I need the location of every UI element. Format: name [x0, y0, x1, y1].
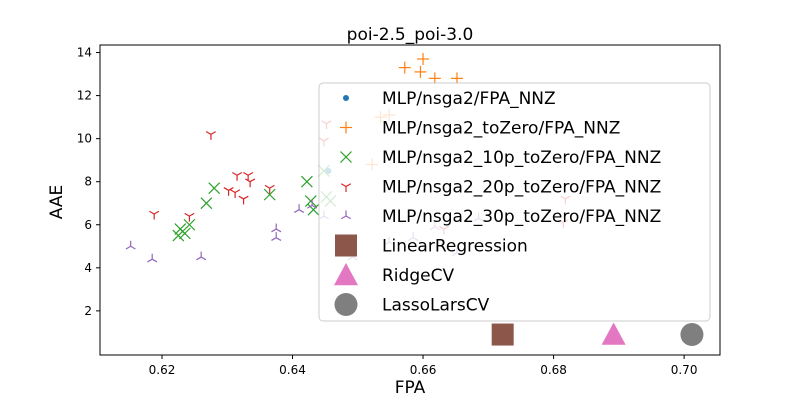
legend-marker [343, 95, 349, 101]
axes: 0.62 0.64 0.66 0.68 0.70 2 4 6 8 10 12 14 [77, 44, 721, 377]
y-tick-label: 6 [84, 218, 92, 232]
data-point [450, 72, 463, 85]
data-point [264, 184, 275, 194]
data-point [196, 251, 207, 261]
data-point [178, 227, 191, 240]
data-point [205, 131, 217, 140]
data-point [601, 322, 626, 345]
legend-marker [335, 234, 357, 257]
series-5 [491, 323, 514, 346]
data-point [243, 171, 254, 181]
y-tick-label: 4 [84, 261, 92, 275]
chart-title: poi-2.5_poi-3.0 [347, 25, 474, 45]
legend-label: MLP/nsga2_20p_toZero/FPA_NNZ [382, 178, 661, 198]
data-point [263, 188, 276, 201]
data-point [200, 197, 213, 210]
data-point [230, 189, 241, 198]
legend-label: MLP/nsga2_30p_toZero/FPA_NNZ [382, 207, 661, 227]
data-point [149, 210, 160, 220]
data-point [125, 240, 136, 250]
legend-marker [340, 151, 352, 163]
data-point [417, 52, 430, 65]
legend-entry: RidgeCV [334, 263, 454, 286]
data-point [172, 229, 185, 242]
data-point [398, 61, 411, 74]
data-point [208, 182, 221, 195]
legend-label: LassoLarsCV [382, 296, 490, 316]
legend-entry: MLP/nsga2_toZero/FPA_NNZ [340, 119, 620, 139]
x-tick-label: 0.68 [540, 363, 567, 377]
data-point [271, 232, 282, 241]
data-point [307, 203, 320, 216]
y-axis-label: AAE [47, 185, 67, 219]
legend-label: MLP/nsga2_toZero/FPA_NNZ [382, 119, 620, 139]
legend-box [318, 82, 711, 322]
legend-label: MLP/nsga2_10p_toZero/FPA_NNZ [382, 148, 661, 168]
data-point [184, 212, 195, 222]
series-6 [601, 322, 626, 345]
legend-label: RidgeCV [382, 266, 454, 286]
legend-marker [334, 263, 358, 286]
legend-marker [340, 210, 352, 220]
x-tick-label: 0.62 [149, 363, 176, 377]
data-point [307, 199, 318, 209]
legend-entry: MLP/nsga2_30p_toZero/FPA_NNZ [340, 207, 661, 227]
data-point [231, 171, 243, 181]
x-tick-label: 0.64 [279, 363, 306, 377]
data-point [300, 175, 313, 188]
data-point [183, 218, 196, 231]
legend-marker [334, 293, 358, 316]
series-7 [680, 323, 704, 347]
data-point [238, 195, 249, 205]
data-point [147, 253, 158, 263]
legend-entry: LinearRegression [335, 234, 528, 257]
y-tick-label: 8 [84, 175, 92, 189]
legend-label: LinearRegression [382, 237, 528, 257]
data-point [223, 187, 234, 196]
x-tick-label: 0.70 [671, 363, 698, 377]
y-tick-label: 12 [77, 89, 92, 103]
legend-entry: LassoLarsCV [334, 293, 490, 316]
y-tick-label: 14 [77, 46, 92, 60]
legend-marker [340, 183, 352, 192]
data-point [304, 195, 317, 208]
legend-entry: MLP/nsga2/FPA_NNZ [343, 89, 556, 109]
data-point [428, 72, 441, 85]
data-point [491, 323, 514, 346]
legend-marker [340, 121, 352, 134]
data-point [271, 223, 282, 233]
x-tick-label: 0.66 [410, 363, 437, 377]
data-point [680, 323, 704, 347]
data-point [293, 204, 305, 213]
y-tick-label: 10 [77, 132, 92, 146]
x-axis-label: FPA [395, 378, 426, 398]
data-point [414, 65, 427, 78]
plot-frame [99, 44, 721, 356]
legend-entry: MLP/nsga2_20p_toZero/FPA_NNZ [340, 178, 661, 198]
legend-label: MLP/nsga2/FPA_NNZ [382, 89, 556, 109]
y-tick-label: 2 [84, 304, 92, 318]
legend-entry: MLP/nsga2_10p_toZero/FPA_NNZ [340, 148, 661, 168]
data-point [245, 178, 256, 188]
legend: MLP/nsga2/FPA_NNZ MLP/nsga2_toZero/FPA_NN… [318, 82, 711, 322]
